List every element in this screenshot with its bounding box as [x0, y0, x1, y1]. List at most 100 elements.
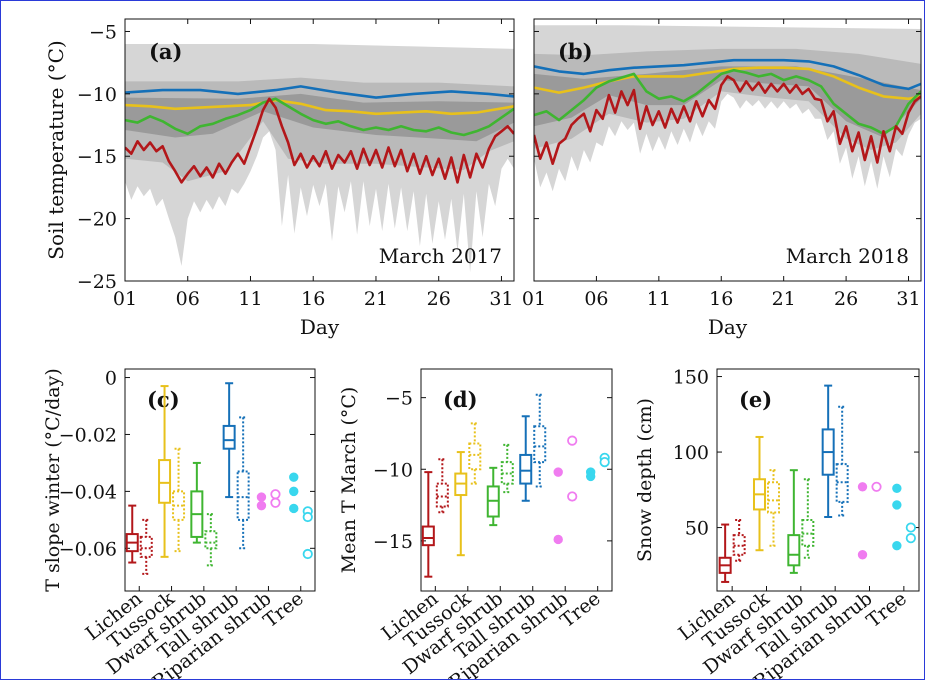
box-dwarf-shrub-2018: [801, 478, 815, 559]
x-category-label: Tree: [863, 588, 911, 633]
panel-label: (b): [558, 39, 593, 64]
axes-frame: [533, 18, 922, 282]
box-dwarf-shrub-2017: [787, 469, 801, 574]
plot-area: [125, 44, 514, 273]
panel-label: (a): [149, 39, 182, 64]
box-body: [236, 470, 250, 521]
axes-frame: [124, 368, 316, 592]
panel-annotation: March 2017: [379, 244, 502, 268]
y-axis-label: T slope winter (°C/day): [42, 368, 64, 592]
series-line-tall-shrub: [125, 85, 514, 99]
box-body: [533, 425, 547, 464]
box-body: [519, 453, 533, 485]
y-tick-label: −15: [77, 146, 117, 168]
box-dwarf-shrub-2017: [486, 466, 500, 527]
box-tall-shrub-2017: [519, 415, 533, 502]
x-tick-label: 01: [113, 288, 137, 310]
x-tick-label: 16: [301, 288, 325, 310]
outlier-point-tree: [599, 456, 610, 468]
outlier-point-riparian-shrub: [857, 550, 868, 560]
panel-label: (e): [739, 387, 772, 412]
y-tick-label: −5: [89, 21, 117, 43]
x-tick-label: 16: [709, 288, 733, 310]
x-tick-label: 11: [647, 288, 671, 310]
box-body: [435, 482, 449, 508]
series-line-dwarf-shrub: [125, 97, 514, 137]
y-axis-label: Mean T March (°C): [338, 387, 360, 574]
outlier-point-tree: [892, 500, 902, 510]
box-body: [468, 442, 482, 471]
series-line-lichen: [125, 97, 514, 184]
box-dwarf-shrub-2018: [204, 513, 218, 567]
x-tick-label: 06: [176, 288, 200, 310]
box-body: [500, 461, 514, 485]
outlier-point-riparian-shrub: [567, 491, 578, 502]
outlier-point-tree: [585, 471, 596, 482]
box-tall-shrub-2018: [236, 416, 250, 550]
box-tussock-2018: [766, 469, 780, 547]
y-tick-label: 50: [685, 518, 709, 540]
series-line-tussock: [125, 98, 514, 116]
x-tick-label: 26: [834, 288, 858, 310]
box-tall-shrub-2017: [222, 382, 236, 499]
box-tall-shrub-2017: [821, 384, 835, 518]
box-body: [835, 463, 849, 503]
panel-a: 01 06 11 16 21 26 31 −5 −10 −15 −20 −25 Soil tempera…: [44, 18, 515, 339]
y-tick-label: −0.04: [59, 481, 117, 503]
box-tussock-2018: [468, 422, 482, 485]
y-tick-label: 0: [105, 368, 117, 390]
axes-frame: [420, 368, 613, 592]
panel-label: (c): [147, 387, 180, 412]
outlier-point-tree: [289, 472, 299, 482]
x-tick-label: 31: [489, 288, 513, 310]
x-tick-label: 11: [238, 288, 262, 310]
x-tick-label: 06: [584, 288, 608, 310]
outlier-point-tree: [905, 522, 916, 533]
panel-b: 01 06 11 16 21 26 31 Day (b) March 2018: [522, 18, 922, 339]
box-tussock-2018: [172, 447, 186, 553]
box-lichen-2017: [718, 523, 732, 583]
box-body: [787, 534, 801, 567]
x-tick-label: 31: [896, 288, 920, 310]
x-tick-label: 21: [772, 288, 796, 310]
panel-annotation: March 2018: [786, 244, 909, 268]
y-tick-label: −0.02: [59, 424, 117, 446]
box-body: [421, 525, 435, 547]
box-tussock-2017: [454, 451, 468, 557]
y-tick-label: −0.06: [59, 538, 117, 560]
outlier-point-riparian-shrub: [256, 492, 267, 502]
box-lichen-2018: [139, 518, 153, 575]
box-body: [222, 424, 236, 450]
box-lichen-2018: [435, 458, 449, 514]
outlier-point-tree: [289, 486, 299, 497]
y-tick-label: −10: [373, 459, 413, 481]
outlier-point-riparian-shrub: [270, 497, 281, 508]
box-body: [732, 534, 746, 556]
panel-c: 0 −0.02 −0.04 −0.06T slope winter (°C/day) (…: [42, 368, 316, 679]
y-axis-label: Soil temperature (°C): [44, 40, 68, 259]
range-envelope-core: [534, 66, 921, 138]
y-axis-label: Snow depth (cm): [634, 398, 656, 562]
outlier-point-tree: [302, 548, 313, 560]
x-axis-label: Day: [300, 315, 340, 339]
outlier-point-riparian-shrub: [857, 482, 868, 492]
box-tussock-2017: [752, 435, 766, 552]
series-line-lichen: [534, 75, 921, 165]
box-tussock-2017: [158, 385, 172, 558]
outlier-point-tree: [302, 511, 313, 523]
outlier-point-riparian-shrub: [553, 467, 563, 477]
axes-frame: [716, 368, 920, 592]
y-tick-label: −5: [385, 388, 413, 410]
series-line-tall-shrub: [534, 58, 921, 91]
box-tall-shrub-2018: [835, 405, 849, 517]
outlier-point-riparian-shrub: [270, 489, 281, 500]
plot-area: [534, 25, 921, 192]
box-body: [766, 481, 780, 514]
box-body: [139, 535, 153, 558]
outlier-point-tree: [289, 503, 299, 514]
y-tick-label: −25: [77, 271, 117, 293]
box-lichen-2017: [421, 471, 435, 578]
outlier-point-riparian-shrub: [553, 534, 563, 545]
